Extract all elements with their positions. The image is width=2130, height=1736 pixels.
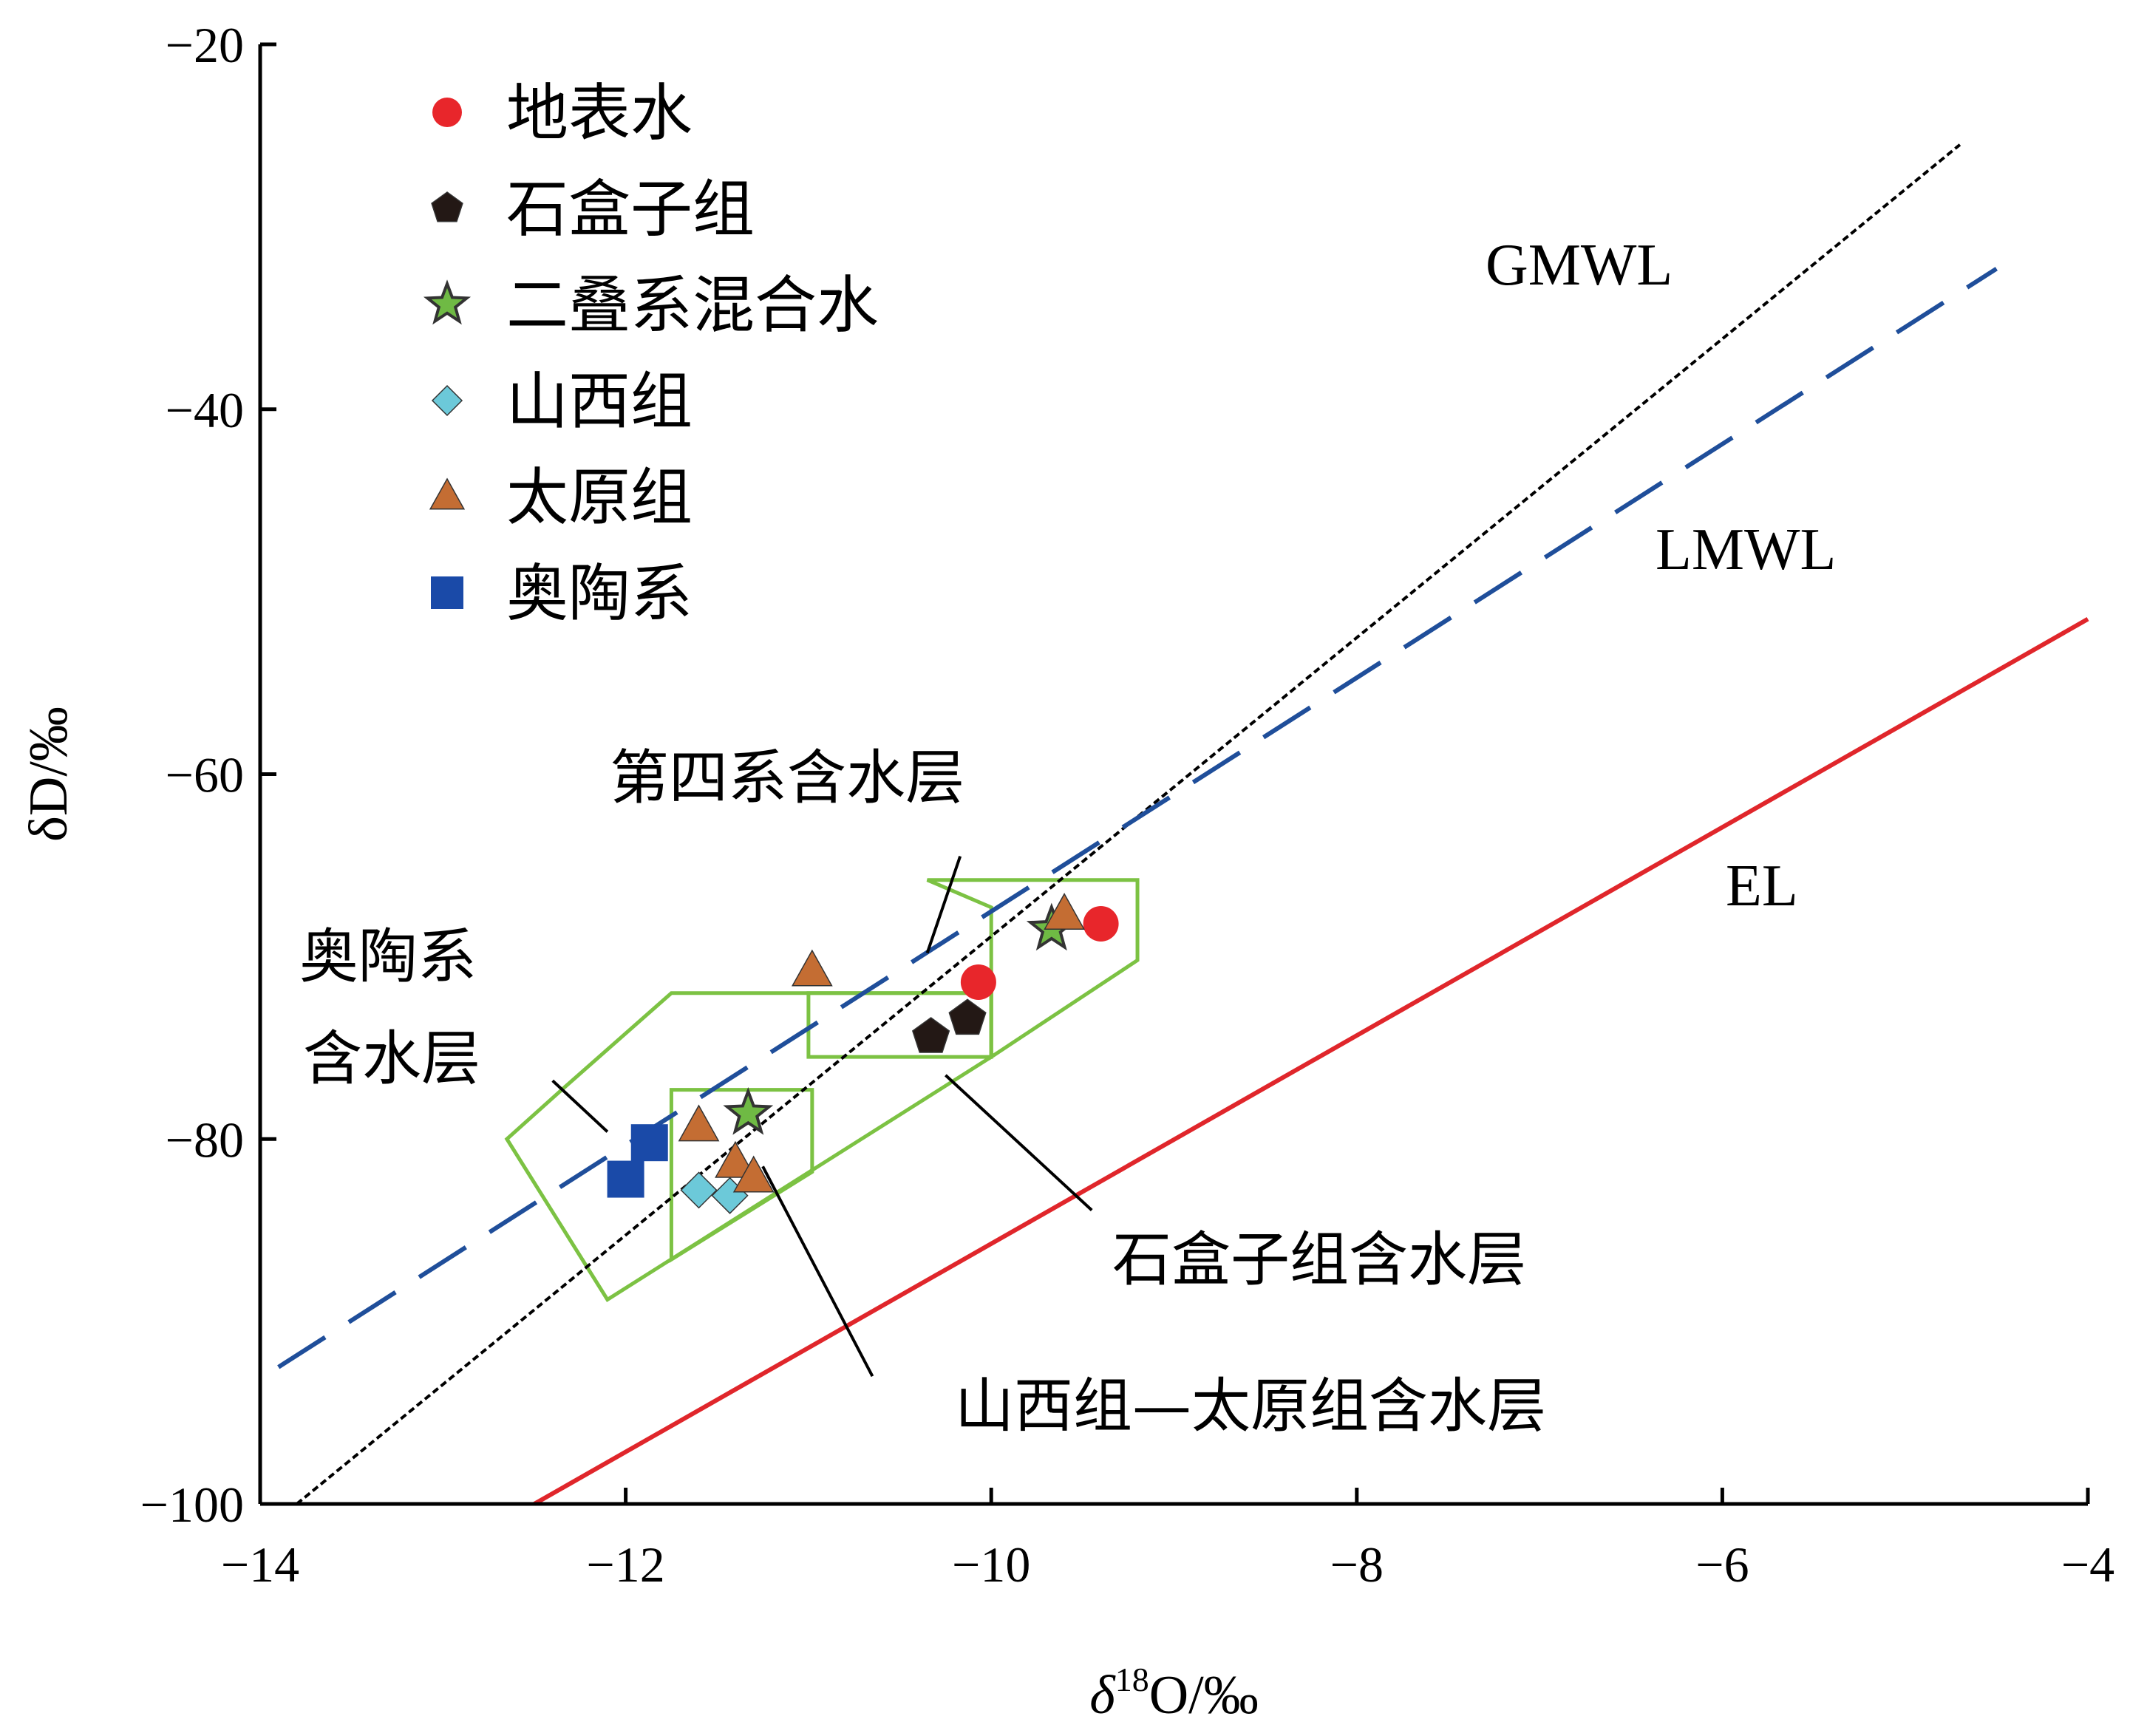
aquifer-region (806, 991, 993, 1059)
legend-marker-star (423, 279, 472, 325)
data-point-square (630, 1124, 668, 1162)
data-point-pentagon (911, 1017, 950, 1053)
x-tick-label: −6 (1695, 1536, 1749, 1593)
region-labels: 第四系含水层 奥陶系 含水层 石盒子组含水层 山西组—太原组含水层 (299, 743, 1546, 1440)
x-tick-label: −4 (2061, 1536, 2114, 1593)
gmwl-label: GMWL (1486, 233, 1673, 298)
shanxi-taiyuan-aquifer-label: 山西组—太原组含水层 (955, 1372, 1546, 1440)
data-point-triangle (715, 1140, 756, 1178)
ordovician-aquifer-label-line1: 奥陶系 (299, 922, 477, 991)
x-axis-title: δ18O/‰ (1089, 1661, 1258, 1726)
data-points (607, 893, 1119, 1214)
data-point-triangle (678, 1104, 720, 1142)
data-point-star (723, 1086, 774, 1135)
annotation-pointers (551, 855, 1093, 1378)
lmwl-line (277, 267, 1998, 1369)
shihezi-aquifer-label: 石盒子组含水层 (1112, 1225, 1526, 1294)
x-tick-label: −14 (221, 1536, 299, 1593)
x-tick-label: −12 (586, 1536, 664, 1593)
x-tick-label: −10 (952, 1536, 1030, 1593)
legend-marker-pentagon (431, 191, 463, 222)
legend-label: 石盒子组 (506, 173, 755, 245)
legend-marker-triangle (429, 477, 466, 510)
y-tick-label: −60 (166, 747, 244, 803)
legend-label: 山西组 (506, 365, 693, 438)
quaternary-aquifer-label: 第四系含水层 (610, 743, 964, 812)
data-point-square (607, 1160, 644, 1198)
legend-label: 二叠系混合水 (506, 269, 879, 341)
legend-marker-diamond (431, 384, 463, 417)
annotation-pointer (761, 1165, 874, 1378)
legend-marker-circle (432, 98, 462, 127)
annotation-pointer (925, 855, 962, 954)
water-lines (277, 143, 2089, 1506)
el-line (533, 617, 2089, 1506)
aquifer-region (669, 1088, 814, 1263)
y-tick-label: −20 (166, 17, 244, 73)
gmwl-line (296, 143, 1961, 1505)
annotation-pointer (551, 1079, 609, 1133)
data-point-diamond (680, 1171, 718, 1209)
data-point-triangle (1044, 893, 1085, 930)
y-axis-title: δD/‰ (18, 707, 79, 842)
data-point-circle (1083, 905, 1119, 942)
data-point-pentagon (948, 998, 987, 1035)
y-tick-label: −80 (166, 1112, 244, 1168)
axis-ticks: −14 −12 −10 −8 −6 −4 −100 −80 −60 −40 −20 (140, 17, 2115, 1593)
data-point-triangle (732, 1155, 775, 1193)
y-tick-label: −100 (140, 1477, 244, 1533)
legend-label: 奥陶系 (506, 557, 693, 630)
legend-label: 地表水 (506, 77, 693, 149)
ordovician-aquifer-label-line2: 含水层 (303, 1024, 480, 1093)
legend-label: 太原组 (506, 461, 693, 534)
data-point-triangle (791, 949, 833, 987)
legend-marker-square (431, 576, 463, 609)
y-tick-label: −40 (166, 382, 244, 438)
line-labels: GMWL LMWL EL (1486, 233, 1836, 919)
x-tick-label: −8 (1330, 1536, 1384, 1593)
data-point-circle (960, 964, 996, 1000)
el-label: EL (1726, 854, 1798, 919)
lmwl-label: LMWL (1656, 517, 1836, 582)
annotation-pointer (945, 1074, 1093, 1212)
